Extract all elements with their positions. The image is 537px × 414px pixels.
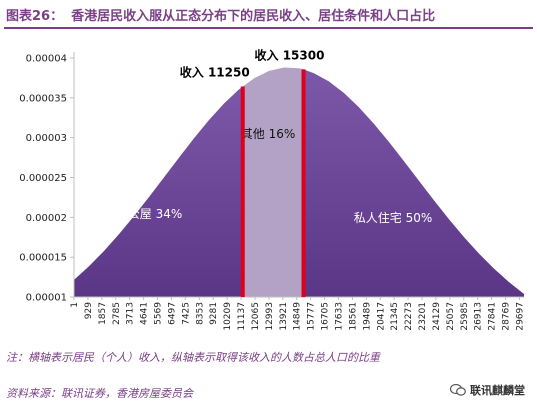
x-tick-label: 6497 [167,302,177,325]
x-tick-label: 21345 [390,302,400,331]
x-tick-label: 13921 [279,302,289,331]
y-tick-label: 0.000025 [19,173,67,184]
marker-label-1: 收入 15300 [255,47,325,62]
x-tick-label: 2785 [112,302,122,325]
y-tick-label: 0.00002 [26,213,67,224]
x-tick-label: 19489 [362,302,372,331]
x-tick-label: 929 [84,302,94,319]
wechat-icon [450,383,466,396]
brand-watermark: 联讯麒麟堂 [450,382,525,398]
region-label-2: 私人住宅 50% [354,210,433,225]
x-tick-label: 24129 [432,302,442,331]
y-tick-label: 0.00004 [26,54,67,65]
x-tick-label: 25985 [460,302,470,331]
x-tick-label: 22273 [404,302,414,331]
chart-note: 注：横轴表示居民（个人）收入，纵轴表示取得该收入的人数占总人口的比重 [6,351,380,364]
x-tick-label: 1857 [98,302,108,325]
x-tick-label: 26913 [474,302,484,331]
x-tick-label: 27841 [488,302,498,331]
x-tick-label: 23201 [418,302,428,331]
brand-name: 联讯麒麟堂 [470,384,525,397]
figure-title: 香港居民收入服从正态分布下的居民收入、居住条件和人口占比 [71,9,436,24]
x-tick-label: 29697 [515,302,525,331]
x-tick-label: 15777 [307,302,317,331]
x-tick-label: 7425 [181,302,191,325]
marker-label-0: 收入 11250 [180,64,250,79]
region-label-1: 其他 16% [241,127,296,141]
x-tick-label: 10209 [223,302,233,331]
y-tick-label: 0.00003 [26,133,67,144]
x-tick-label: 20417 [376,302,386,331]
x-tick-label: 12065 [251,302,261,331]
chart-source: 资料来源：联讯证券，香港房屋委员会 [6,387,193,400]
x-tick-label: 1 [70,302,80,308]
x-tick-label: 8353 [195,302,205,325]
region-0 [74,86,243,297]
y-tick-label: 0.00001 [26,293,67,304]
title-divider [4,27,533,29]
x-tick-label: 11137 [237,302,247,331]
region-label-0: 公屋 34% [128,207,183,221]
y-tick-label: 0.000015 [19,253,67,264]
x-tick-label: 5569 [154,302,164,325]
x-tick-label: 18561 [348,302,358,331]
chart-area: 公屋 34% 其他 16% 私人住宅 50% 0.00001 0.000015 0.000… [19,47,525,331]
chart-title: 图表26： 香港居民收入服从正态分布下的居民收入、居住条件和人口占比 [6,5,531,24]
x-tick-label: 12993 [265,302,275,331]
region-1 [242,67,304,297]
x-tick-label: 16705 [321,302,331,331]
x-tick-label: 25057 [446,302,456,331]
figure-number: 图表26： [6,9,64,24]
x-tick-label: 28769 [502,302,512,331]
y-tick-label: 0.000035 [19,93,67,104]
x-tick-label: 9281 [209,302,219,325]
region-2 [303,69,524,297]
x-tick-label: 4641 [140,302,150,325]
x-tick-label: 17633 [334,302,344,331]
x-tick-label: 3713 [126,302,136,325]
x-tick-label: 14849 [293,302,303,331]
